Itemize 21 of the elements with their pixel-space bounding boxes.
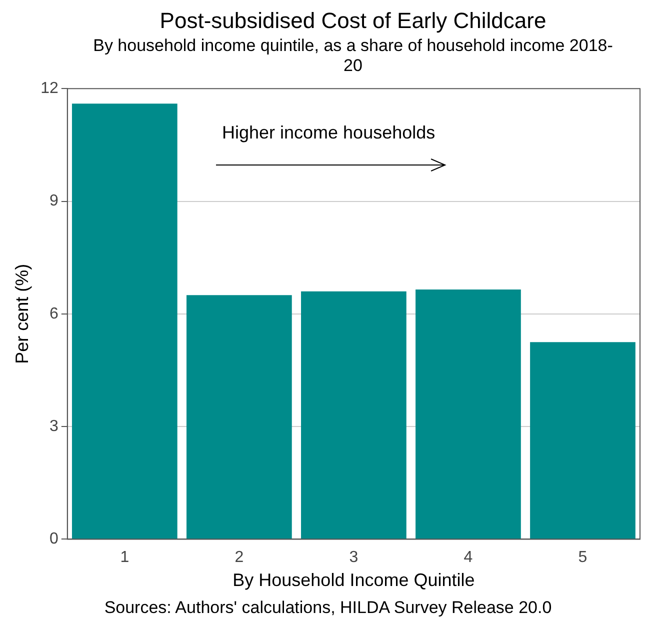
chart-title: Post-subsidised Cost of Early Childcare — [158, 8, 548, 34]
bar — [416, 289, 521, 539]
bar — [530, 342, 636, 539]
y-tick-label: 6 — [49, 305, 58, 322]
x-tick-label: 1 — [120, 549, 130, 566]
bar — [301, 291, 406, 539]
y-axis-title: Per cent (%) — [12, 264, 32, 364]
x-axis-title: By Household Income Quintile — [232, 570, 475, 590]
y-tick-label: 9 — [49, 192, 58, 210]
annotation: Higher income households — [222, 122, 436, 143]
source-note: Sources: Authors' calculations, HILDA Survey Release 20.0 — [103, 598, 553, 618]
y-tick-label: 0 — [49, 530, 58, 548]
chart-subtitle: By household income quintile, as a share of household income 2018-20 — [92, 36, 613, 76]
x-tick-label: 2 — [234, 549, 244, 566]
bar — [72, 104, 178, 539]
y-tick-label: 12 — [40, 80, 58, 98]
x-tick-label: 3 — [349, 549, 358, 566]
x-tick-label: 4 — [464, 549, 473, 566]
bar — [186, 295, 292, 539]
y-tick-label: 3 — [49, 418, 58, 435]
x-tick-label: 5 — [578, 549, 588, 566]
